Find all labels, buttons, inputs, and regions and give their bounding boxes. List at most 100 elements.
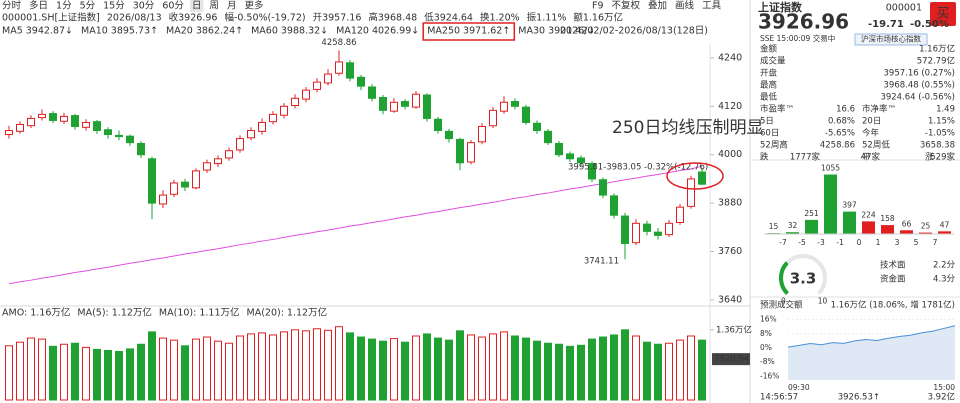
candle-body xyxy=(643,223,651,232)
candle-body xyxy=(82,121,90,128)
period-tab[interactable]: 5分 xyxy=(80,1,96,12)
candle-body xyxy=(456,138,464,164)
volume-bar xyxy=(632,335,640,401)
candle-body xyxy=(181,181,189,188)
distribution-bar xyxy=(862,221,875,234)
candle-body xyxy=(192,170,200,189)
candle-body xyxy=(38,113,46,119)
bar-value: 251 xyxy=(804,209,819,218)
breadth-item: 1777家 xyxy=(790,152,821,163)
volume-bar xyxy=(335,326,343,401)
comment: 250日均线压制明显 xyxy=(612,118,763,138)
stat-value: 16.6 xyxy=(836,105,855,115)
boundary-label: 7 xyxy=(933,238,938,247)
stat-label: 今年 xyxy=(862,128,880,139)
volume-bar xyxy=(555,343,563,401)
volume-bar xyxy=(27,337,35,401)
period-tab[interactable]: 多日 xyxy=(29,0,48,12)
candle-body xyxy=(93,121,101,132)
ma-value: 4026.99↓ xyxy=(372,26,419,37)
tool-button[interactable]: 叠加 xyxy=(648,1,667,12)
volume-bar xyxy=(665,342,673,401)
volume-bar xyxy=(412,335,420,401)
tool-button[interactable]: 工具 xyxy=(702,1,722,12)
period-tab[interactable]: 60分 xyxy=(162,1,184,12)
volume-bar xyxy=(599,336,607,401)
candle-body xyxy=(412,93,420,108)
price: 3926.96 xyxy=(758,10,849,34)
index-name: 上证指数 xyxy=(758,0,803,14)
period-tab[interactable]: 周 xyxy=(209,1,219,12)
stat-label: 52周低 xyxy=(862,140,890,151)
ma-name: MA20 xyxy=(166,26,193,37)
change-pct: -0.50% xyxy=(910,19,949,30)
volume-bar xyxy=(71,342,79,401)
candle-body xyxy=(214,158,222,165)
boundary-label: -1 xyxy=(836,238,844,247)
bar-value: 397 xyxy=(842,201,857,210)
volume-bar xyxy=(280,331,288,401)
stat-value: 3957.16 (0.27%) xyxy=(884,69,956,79)
candle-body xyxy=(126,135,134,144)
volume-bar xyxy=(643,341,651,401)
volume-bar xyxy=(5,345,13,401)
volume-bar xyxy=(676,339,684,401)
volume-marker: 7920.94 xyxy=(714,355,749,365)
volume-bar xyxy=(236,335,244,401)
buy-button-bg[interactable] xyxy=(930,2,956,26)
candle-body xyxy=(335,61,343,74)
buy-button[interactable]: 买 xyxy=(936,7,949,22)
volume-bar xyxy=(467,334,475,401)
quote-header-item: 幅-0.50%(-19.72) xyxy=(224,12,305,24)
candle-body xyxy=(247,130,255,139)
boundary-label: 3 xyxy=(895,238,900,247)
volume-bar xyxy=(159,337,167,401)
period-tab[interactable]: 30分 xyxy=(133,1,155,12)
distribution-bar xyxy=(938,231,951,234)
candle-body xyxy=(588,163,596,180)
candle-body xyxy=(148,158,156,204)
volume-bar xyxy=(533,340,541,401)
highlight-box xyxy=(422,22,516,41)
tool-button[interactable]: F9 xyxy=(592,1,604,12)
period-tab[interactable]: 更多 xyxy=(244,0,263,12)
volume-bar xyxy=(324,329,332,401)
candle-body xyxy=(379,96,387,111)
last-trade: 3.92亿 xyxy=(928,392,955,403)
intraday-area xyxy=(788,325,955,380)
volume-bar xyxy=(115,350,123,401)
volume-bar xyxy=(368,338,376,401)
tool-button[interactable]: 画线 xyxy=(675,0,695,12)
stat-label: 5日 xyxy=(760,117,774,127)
stat-label: 开盘 xyxy=(760,68,778,79)
highlight-ellipse xyxy=(666,162,724,190)
ma-line xyxy=(8,165,703,285)
period-tab[interactable]: 日 xyxy=(192,1,202,12)
candle-body xyxy=(687,178,695,207)
candle-body xyxy=(676,206,684,224)
period-tab[interactable]: 1分 xyxy=(56,1,72,12)
ma-name: MA10 xyxy=(81,26,108,37)
candle-body xyxy=(170,182,178,195)
candle-body xyxy=(511,100,519,107)
candle-body xyxy=(621,215,629,244)
volume-legend: AMO: 1.16万亿 xyxy=(2,307,70,319)
ma-value: 3971.62↑ xyxy=(463,26,510,37)
stat-label: 52周高 xyxy=(760,140,788,151)
period-tab[interactable]: 15分 xyxy=(103,1,125,12)
candle-body xyxy=(566,153,574,160)
period-tab[interactable]: 分时 xyxy=(2,0,22,12)
score-value: 4.3分 xyxy=(933,275,956,285)
volume-bar xyxy=(511,335,519,401)
candle-body xyxy=(599,179,607,196)
candle-body xyxy=(159,194,167,205)
period-tab[interactable]: 月 xyxy=(227,1,237,12)
last-trade: 3926.53↑ xyxy=(838,393,880,403)
candle-body xyxy=(280,105,288,116)
stat-label: 最高 xyxy=(760,80,777,91)
score-value: 2.2分 xyxy=(933,261,956,271)
candle-body xyxy=(467,142,475,163)
tool-button[interactable]: 不复权 xyxy=(612,0,641,12)
candle-body xyxy=(137,142,145,156)
boundary-label: 1 xyxy=(876,238,881,247)
